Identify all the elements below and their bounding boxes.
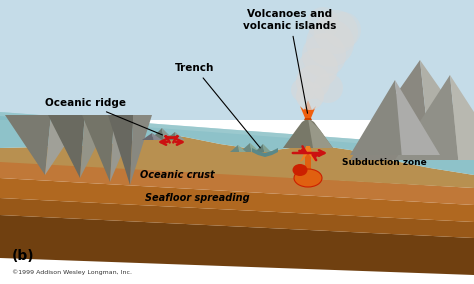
Text: (b): (b): [12, 249, 35, 263]
Circle shape: [306, 19, 354, 67]
Polygon shape: [283, 118, 333, 148]
Ellipse shape: [292, 164, 308, 176]
Polygon shape: [305, 148, 311, 173]
Polygon shape: [162, 128, 174, 140]
Circle shape: [291, 78, 315, 102]
Text: Oceanic ridge: Oceanic ridge: [45, 98, 163, 135]
Circle shape: [314, 10, 358, 54]
Polygon shape: [240, 143, 252, 152]
Polygon shape: [420, 60, 474, 160]
Polygon shape: [255, 144, 264, 152]
Text: ©1999 Addison Wesley Longman, Inc.: ©1999 Addison Wesley Longman, Inc.: [12, 269, 132, 275]
Polygon shape: [165, 132, 176, 140]
Polygon shape: [152, 133, 162, 140]
Text: Subduction zone: Subduction zone: [342, 158, 427, 166]
Polygon shape: [130, 115, 152, 185]
Polygon shape: [0, 112, 474, 152]
Polygon shape: [0, 0, 474, 120]
Text: Seafloor spreading: Seafloor spreading: [145, 193, 250, 203]
Polygon shape: [80, 115, 112, 178]
Polygon shape: [150, 128, 164, 140]
Polygon shape: [110, 115, 138, 182]
Text: Oceanic crust: Oceanic crust: [140, 170, 215, 180]
Polygon shape: [0, 160, 474, 205]
Polygon shape: [0, 135, 474, 188]
Polygon shape: [5, 115, 51, 175]
Polygon shape: [0, 198, 474, 238]
Polygon shape: [300, 146, 316, 162]
Circle shape: [296, 82, 324, 110]
Ellipse shape: [294, 169, 322, 187]
Polygon shape: [175, 132, 185, 140]
Polygon shape: [300, 100, 316, 118]
Circle shape: [307, 7, 339, 39]
Circle shape: [302, 33, 346, 77]
Polygon shape: [230, 145, 239, 152]
Polygon shape: [82, 115, 114, 182]
Polygon shape: [0, 178, 474, 222]
Polygon shape: [395, 80, 440, 155]
Polygon shape: [252, 148, 278, 157]
Polygon shape: [450, 75, 474, 160]
Text: Volcanoes and
volcanic islands: Volcanoes and volcanic islands: [243, 9, 337, 113]
Polygon shape: [142, 133, 154, 140]
Polygon shape: [350, 60, 430, 160]
Polygon shape: [263, 144, 271, 152]
Polygon shape: [250, 143, 260, 152]
Polygon shape: [108, 115, 133, 185]
Circle shape: [313, 73, 343, 103]
Polygon shape: [48, 115, 85, 178]
Circle shape: [298, 48, 338, 88]
Polygon shape: [304, 116, 312, 120]
Polygon shape: [0, 112, 474, 175]
Polygon shape: [350, 80, 402, 155]
Text: Trench: Trench: [175, 63, 260, 148]
Polygon shape: [395, 75, 458, 160]
Polygon shape: [0, 215, 474, 275]
Polygon shape: [45, 115, 85, 175]
Circle shape: [296, 65, 330, 99]
Circle shape: [325, 12, 361, 48]
Polygon shape: [238, 145, 246, 152]
Polygon shape: [308, 118, 333, 148]
